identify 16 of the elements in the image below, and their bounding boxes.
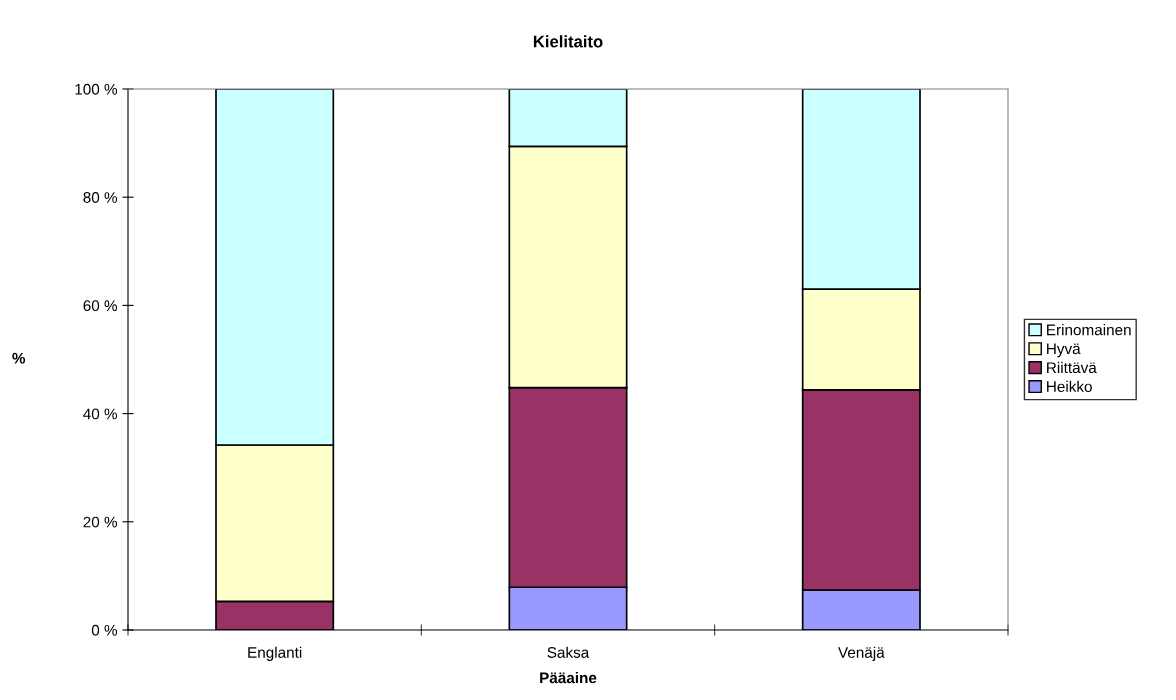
legend-label: Hyvä	[1047, 343, 1081, 358]
x-axis-title: Pääaine	[540, 672, 597, 684]
y-tick-label: 100 %	[75, 83, 118, 95]
y-tick-label: 60 %	[83, 300, 118, 312]
legend-label: Riittävä	[1047, 361, 1097, 374]
y-tick-label: 80 %	[83, 192, 118, 203]
y-tick-label: 40 %	[83, 408, 118, 420]
legend-label: Heikko	[1047, 380, 1092, 392]
chart-title: Kielitaito	[533, 35, 603, 48]
x-tick-label: Saksa	[547, 646, 590, 658]
legend-label: Erinomainen	[1047, 324, 1131, 336]
y-tick-label: 0 %	[91, 624, 118, 636]
y-axis-title: %	[12, 352, 26, 364]
x-tick-label: Venäjä	[838, 646, 885, 661]
x-tick-label: Englanti	[248, 646, 302, 661]
y-tick-label: 20 %	[83, 516, 118, 528]
